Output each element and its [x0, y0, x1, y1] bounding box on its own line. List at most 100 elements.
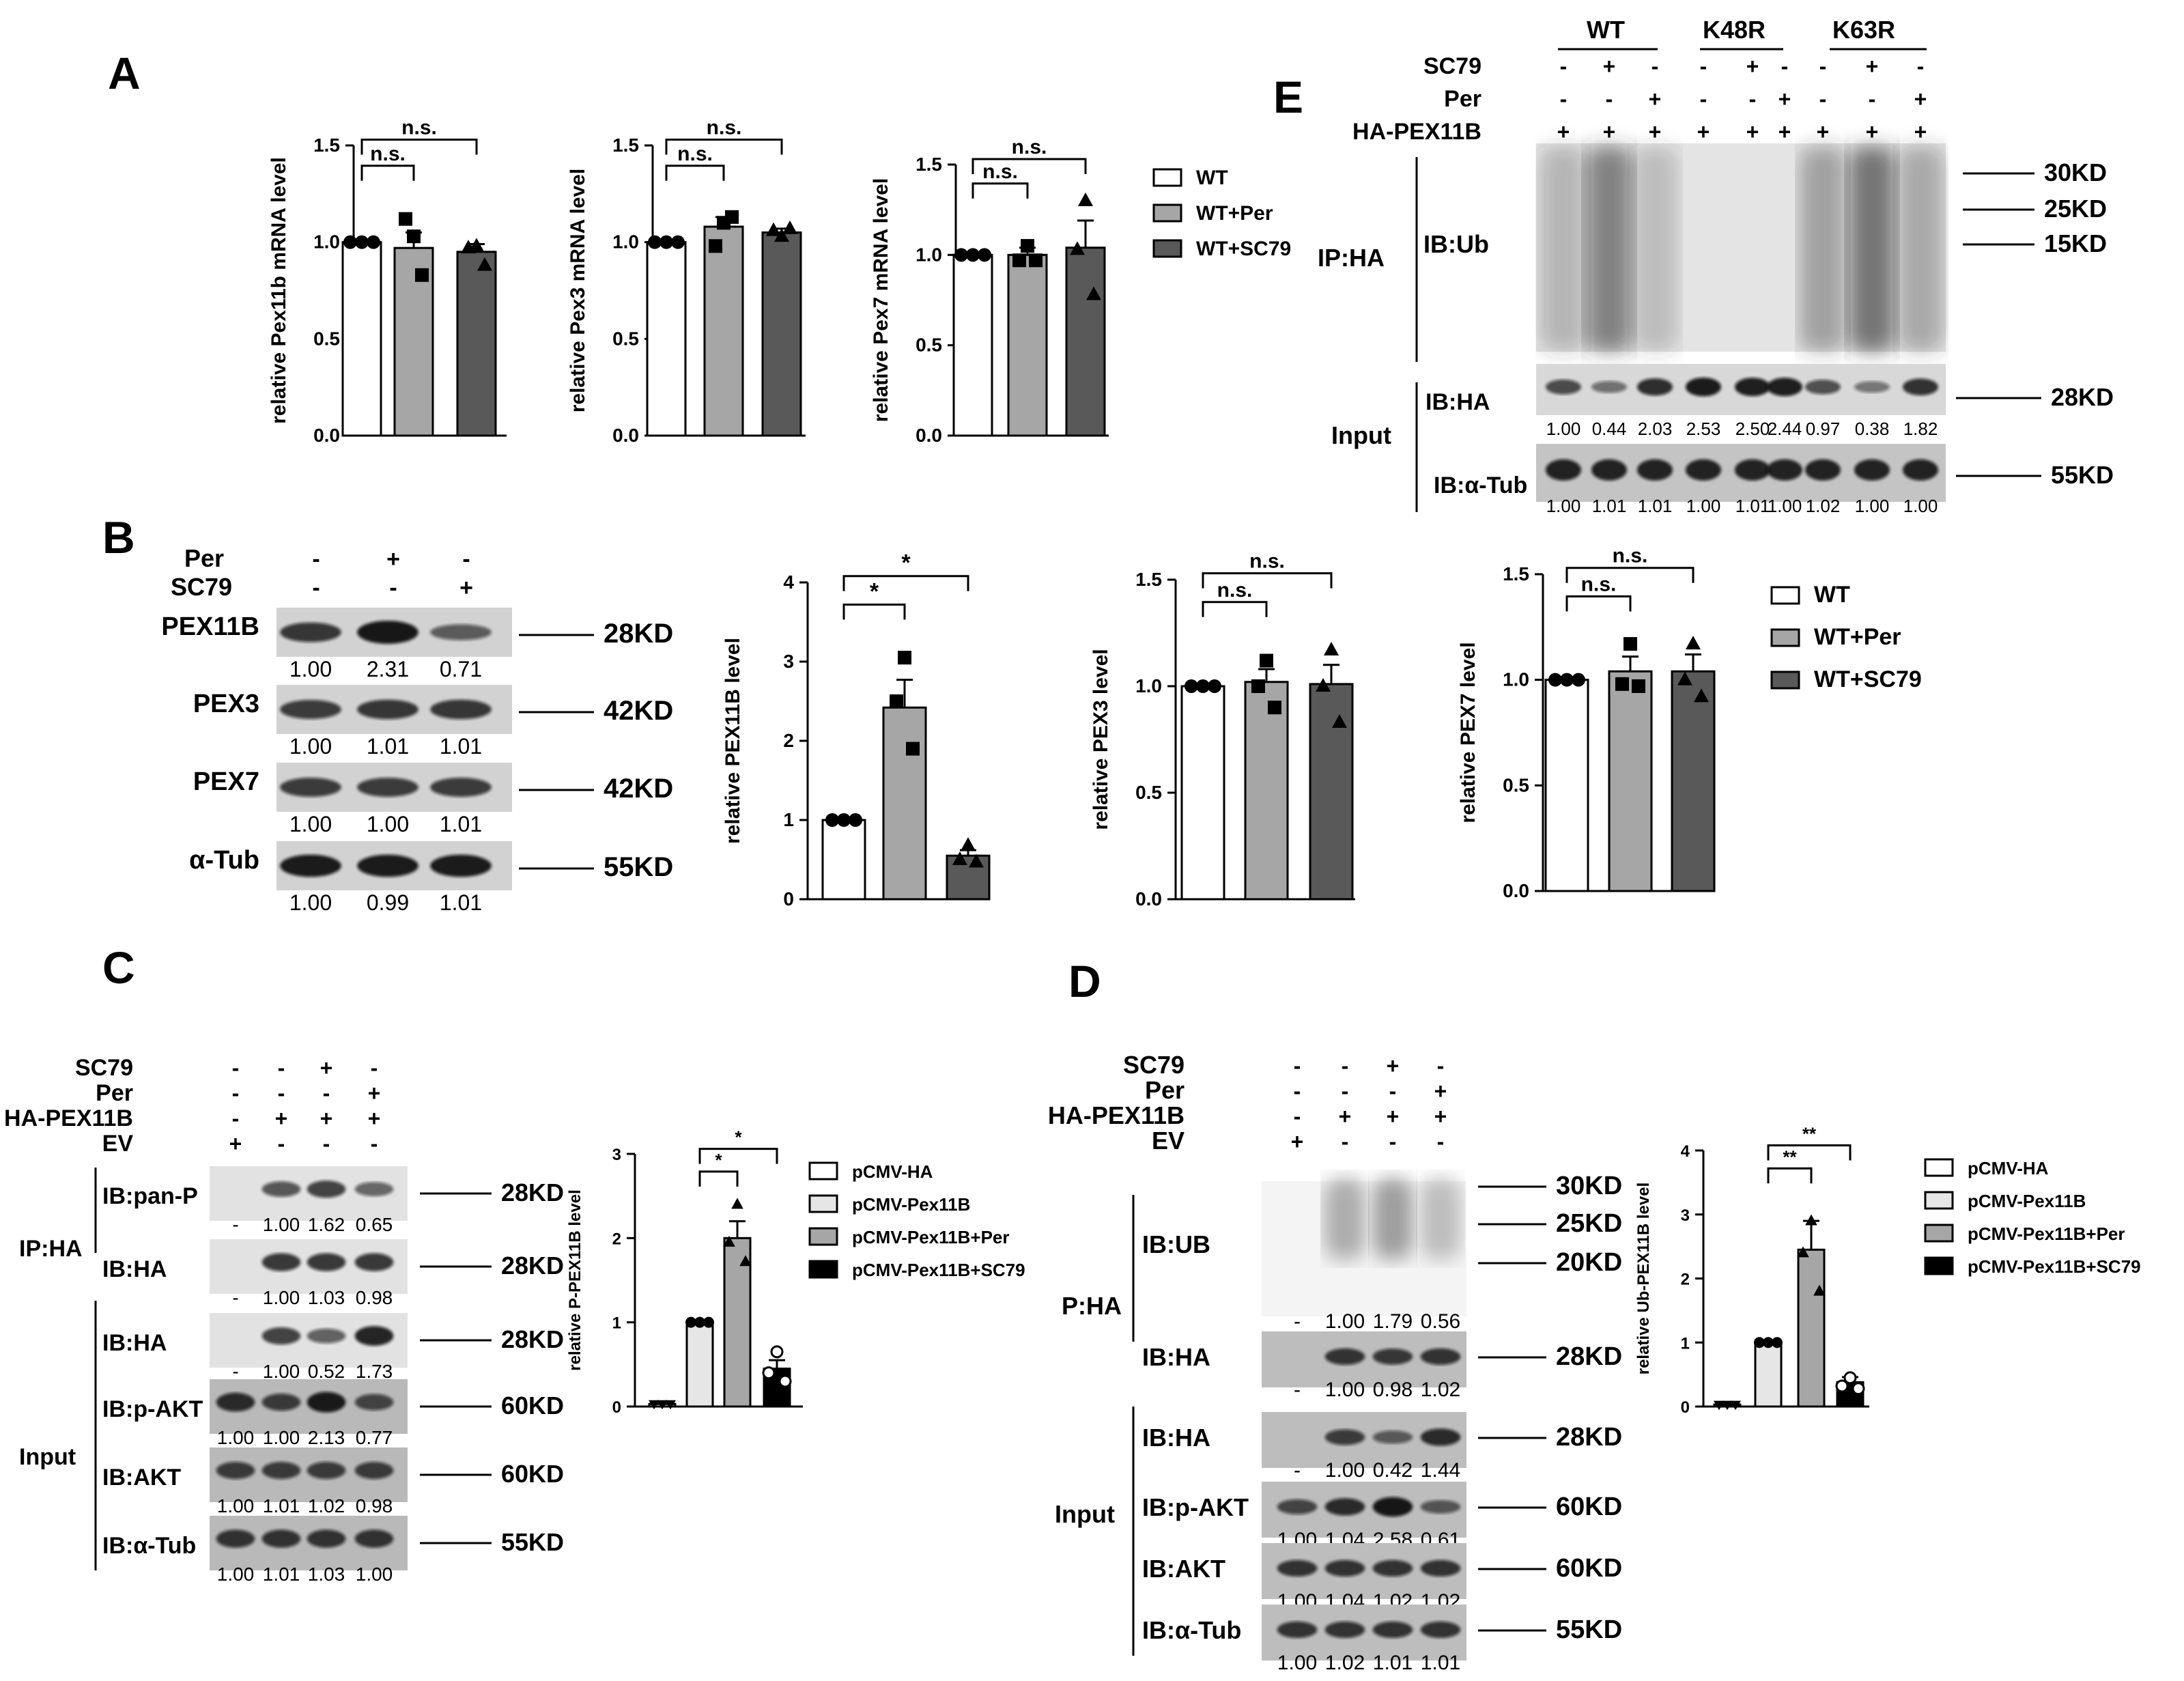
blot-b-2-band	[430, 778, 492, 797]
protein-label: PEX11B	[161, 612, 259, 641]
quant-value: 1.00	[1768, 496, 1802, 516]
treatment-sign: +	[1434, 1079, 1447, 1103]
data-point	[1677, 671, 1692, 686]
treatment-sign: +	[275, 1106, 288, 1131]
bar	[946, 854, 991, 901]
quant-value: 2.13	[308, 1427, 345, 1448]
treatment-sign: -	[371, 1131, 378, 1156]
treatment-sign: -	[278, 1056, 285, 1080]
quant-value: 1.01	[440, 890, 482, 915]
blot-b-1-band	[280, 700, 341, 719]
data-point	[407, 229, 421, 244]
treatment-sign: -	[1819, 54, 1827, 79]
protein-label: IB:HA	[102, 1330, 167, 1356]
blot-d-1-band	[1324, 1348, 1365, 1365]
treatment-sign: +	[1339, 1104, 1352, 1129]
blot-c-5-band	[354, 1529, 394, 1548]
kd-label: 55KD	[2051, 461, 2114, 489]
data-point	[1754, 1337, 1765, 1348]
data-point	[1772, 1337, 1783, 1348]
data-point	[1813, 1284, 1826, 1296]
legend-entry: WT+Per	[1814, 624, 1901, 650]
data-point	[969, 853, 984, 868]
y-tick-label: 0.5	[916, 335, 942, 356]
y-tick-label: 0.5	[1135, 782, 1162, 803]
kd-label: 25KD	[2044, 195, 2107, 223]
blot-d-4-band	[1324, 1559, 1365, 1577]
quant-value: -	[232, 1214, 238, 1235]
treatment-sign: -	[1749, 87, 1757, 111]
y-axis-label: relative Ub-PEX11B level	[1634, 1183, 1653, 1374]
treatment-sign: -	[1651, 54, 1659, 79]
data-point	[837, 813, 851, 827]
legend-a: WT WT+Per WT+SC79	[1152, 167, 1291, 260]
data-point	[343, 235, 357, 249]
blot-b-1-band	[430, 699, 492, 720]
blot-d-1-band	[1372, 1348, 1413, 1365]
protein-label: IB:α-Tub	[102, 1533, 196, 1559]
y-tick-label: 1.0	[612, 231, 639, 253]
significance-label: n.s.	[982, 160, 1018, 183]
data-point	[906, 741, 920, 756]
quant-value: 1.82	[1903, 419, 1938, 439]
treatment-sign: -	[278, 1081, 285, 1105]
blot-d-1-band	[1420, 1348, 1461, 1365]
y-tick-label: 0	[1681, 1398, 1690, 1417]
y-tick-label: 1.5	[916, 154, 942, 175]
blot-d-4-band	[1372, 1559, 1413, 1577]
treatment-sign: -	[1917, 54, 1925, 79]
data-point	[477, 257, 492, 271]
blot-b-3-band	[357, 854, 419, 877]
quant-value: 0.98	[1373, 1379, 1413, 1401]
treatment-sign: -	[371, 1056, 378, 1080]
data-point	[723, 1235, 735, 1247]
treatment-sign: -	[1700, 87, 1707, 111]
kd-label: 15KD	[2044, 229, 2107, 257]
treatment-sign: +	[386, 546, 400, 572]
bar	[1007, 253, 1048, 437]
quant-value: 0.97	[1806, 419, 1841, 439]
data-point	[1260, 653, 1273, 668]
legend-swatch	[1924, 1191, 1954, 1210]
kd-label: 28KD	[2051, 383, 2114, 411]
y-tick-label: 1	[612, 1314, 621, 1333]
treatment-sign: -	[232, 1081, 240, 1105]
y-tick-label: 1	[783, 809, 794, 830]
y-tick-label: 0.0	[1503, 880, 1529, 901]
treatment-sign: -	[323, 1131, 330, 1156]
y-tick-label: 0.5	[612, 328, 639, 349]
data-point	[1332, 714, 1347, 729]
treatment-sign: +	[1649, 87, 1662, 111]
data-point	[774, 228, 789, 242]
bar	[646, 241, 687, 437]
treatment-sign: +	[1778, 119, 1791, 144]
bar	[1544, 679, 1589, 892]
data-point	[1797, 1246, 1809, 1258]
treatment-sign: -	[1437, 1129, 1445, 1154]
blot-b-2-band	[280, 778, 341, 797]
quant-value: 1.01	[1373, 1652, 1413, 1674]
quant-value: 1.01	[263, 1495, 300, 1516]
treatment-sign: -	[1700, 54, 1707, 79]
treatment-sign: +	[1291, 1129, 1304, 1154]
legend-swatch	[1152, 203, 1182, 223]
blot-c-4-band	[307, 1462, 346, 1480]
chart-a-2: 0.0 0.5 1.0 1.5 relative Pex7 mRNA level n.s.…	[870, 136, 1109, 446]
quant-value: 1.02	[1325, 1652, 1365, 1674]
y-tick-label: 0	[783, 888, 794, 909]
kd-label: 20KD	[1556, 1248, 1622, 1277]
quant-value: 1.00	[263, 1361, 300, 1382]
treatment-sign: +	[1866, 119, 1879, 144]
significance-bracket	[665, 139, 783, 155]
y-axis-label: relative PEX3 level	[1090, 649, 1112, 830]
y-tick-label: 0.5	[1503, 774, 1529, 795]
quant-value: 1.02	[308, 1495, 345, 1516]
legend-entry: pCMV-Pex11B+SC79	[852, 1260, 1025, 1280]
data-point	[898, 651, 911, 665]
quant-value: -	[1294, 1459, 1301, 1482]
legend-entry: WT+SC79	[1814, 666, 1922, 692]
data-point	[648, 235, 662, 249]
treatment-sign: -	[1342, 1079, 1349, 1103]
data-point	[952, 851, 967, 865]
treatment-sign: +	[1746, 119, 1759, 144]
